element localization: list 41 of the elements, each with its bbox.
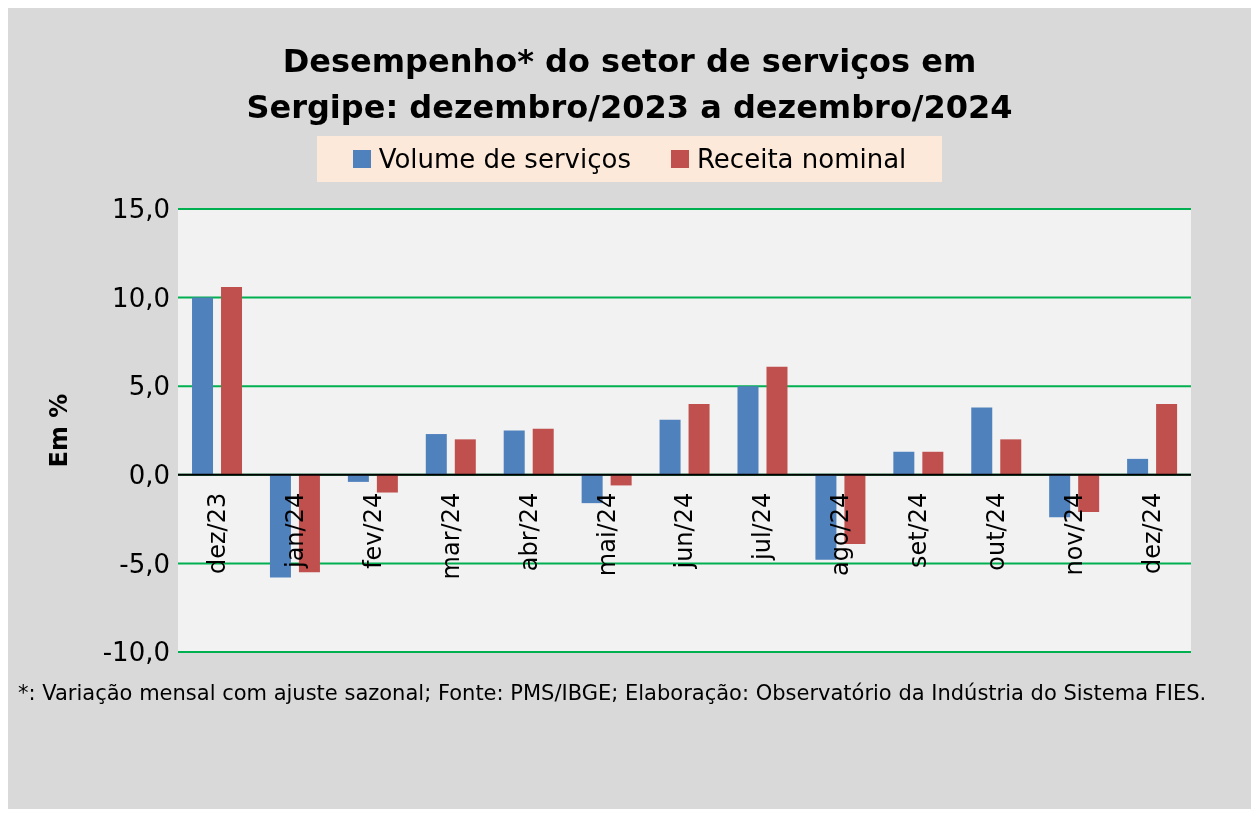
- x-tick-label: dez/23: [202, 492, 231, 575]
- x-tick-label: mai/24: [592, 492, 621, 577]
- legend-label: Receita nominal: [695, 144, 907, 174]
- y-tick-label: 10,0: [112, 282, 170, 313]
- chart-title: Desempenho* do setor de serviços em Sergipe: dezembro/2023 a dezembro/2024: [245, 41, 1014, 128]
- bar: [454, 439, 476, 475]
- x-tick-label: jan/24: [280, 492, 309, 570]
- bar: [659, 419, 681, 475]
- bar: [766, 366, 788, 475]
- y-tick-label: -10,0: [102, 637, 170, 668]
- bar: [893, 451, 915, 475]
- bar: [688, 403, 710, 475]
- x-tick-label: jun/24: [670, 492, 699, 570]
- x-tick-label: set/24: [904, 492, 933, 569]
- bar: [503, 430, 525, 475]
- y-axis-title: Em %: [44, 393, 73, 468]
- bar: [737, 386, 759, 475]
- legend-label: Volume de serviços: [377, 144, 631, 174]
- x-tick-label: ago/24: [826, 492, 855, 577]
- x-tick-label: nov/24: [1060, 492, 1089, 576]
- y-tick-label: 15,0: [112, 194, 170, 225]
- x-tick-label: out/24: [982, 492, 1011, 571]
- bar: [192, 297, 214, 475]
- bar: [1127, 458, 1149, 475]
- x-tick-label: abr/24: [514, 492, 543, 572]
- bar: [532, 428, 554, 475]
- x-tick-label: fev/24: [358, 492, 387, 569]
- bar: [971, 407, 993, 475]
- y-tick-label: 0,0: [128, 460, 170, 491]
- bar: [221, 286, 243, 475]
- bar: [376, 474, 398, 493]
- bar: [1156, 403, 1178, 475]
- bar: [1000, 439, 1022, 475]
- x-tick-label: jul/24: [748, 492, 777, 561]
- x-tick-label: dez/24: [1138, 492, 1167, 575]
- bar: [922, 451, 944, 475]
- bar: [425, 434, 447, 475]
- y-tick-label: -5,0: [119, 548, 170, 579]
- y-tick-label: 5,0: [128, 371, 170, 402]
- text: *: Variação mensal com ajuste sazonal; Fonte: PMS/IBGE; Elaboração: Observatório da Indústria do Sistema FIES.: [18, 680, 1208, 707]
- x-tick-label: mar/24: [436, 492, 465, 580]
